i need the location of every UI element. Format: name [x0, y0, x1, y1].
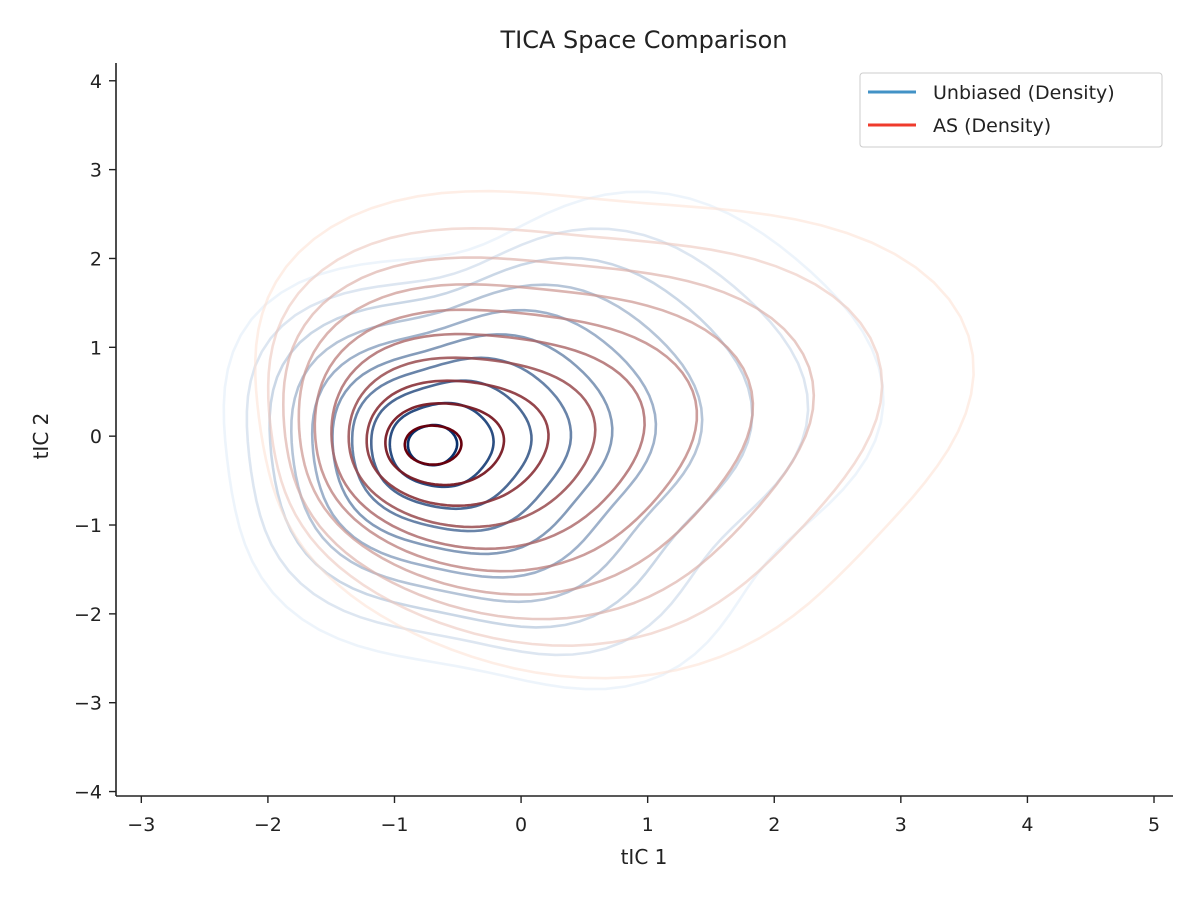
chart-title: TICA Space Comparison — [499, 26, 787, 54]
contour-level-1-7 — [365, 379, 550, 507]
contour-level-1-2 — [281, 256, 816, 621]
y-tick-label: −1 — [74, 515, 102, 537]
y-tick-label: −4 — [74, 782, 102, 804]
y-tick-label: 2 — [90, 248, 102, 270]
y-tick-label: −2 — [74, 604, 102, 626]
contour-level-0-4 — [310, 308, 658, 579]
legend-label-as: AS (Density) — [933, 115, 1051, 137]
contour-series-1 — [254, 189, 975, 680]
x-tick-label: 3 — [895, 814, 907, 836]
y-tick-label: 1 — [90, 337, 102, 359]
contour-level-1-4 — [313, 308, 699, 573]
contour-level-1-3 — [297, 282, 755, 596]
y-tick-label: 4 — [90, 71, 102, 93]
y-tick-label: 0 — [90, 426, 102, 448]
y-tick-label: −3 — [74, 693, 102, 715]
legend: Unbiased (Density) AS (Density) — [859, 72, 1163, 148]
contour-level-1-0 — [254, 189, 975, 680]
contour-series-0 — [222, 190, 885, 691]
y-tick-label: 3 — [90, 160, 102, 182]
legend-box — [859, 72, 1163, 148]
x-tick-label: −3 — [127, 814, 155, 836]
contour-level-1-9 — [403, 424, 463, 466]
contour-level-0-0 — [222, 190, 885, 691]
x-tick-label: 1 — [642, 814, 654, 836]
axes: −3 −2 −1 0 1 2 3 4 5 −4 −3 −2 −1 0 1 2 3 4 — [74, 63, 1173, 836]
x-tick-label: −1 — [380, 814, 408, 836]
contour-level-1-8 — [384, 401, 506, 487]
legend-label-unbiased: Unbiased (Density) — [933, 82, 1115, 104]
x-tick-label: −2 — [254, 814, 282, 836]
x-tick-label: 2 — [768, 814, 780, 836]
x-tick-label: 0 — [515, 814, 527, 836]
contour-level-0-1 — [245, 227, 810, 657]
contour-level-1-1 — [266, 226, 884, 648]
x-tick-label: 4 — [1021, 814, 1033, 836]
contour-level-1-6 — [347, 356, 597, 529]
x-axis-label: tIC 1 — [621, 845, 668, 869]
contour-level-1-5 — [330, 332, 646, 551]
x-tick-label: 5 — [1148, 814, 1160, 836]
y-axis-label: tIC 2 — [29, 413, 53, 460]
contour-layer — [222, 189, 975, 691]
